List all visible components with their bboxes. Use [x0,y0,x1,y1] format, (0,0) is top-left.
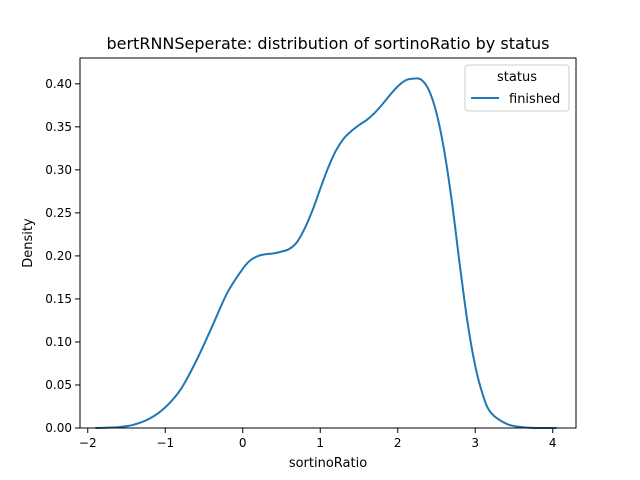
legend-label-finished: finished [509,92,560,107]
series-layer [95,77,557,430]
x-tick-label: 2 [394,436,402,450]
y-tick-label: 0.40 [45,77,72,91]
y-axis-label: Density [21,218,36,268]
y-tick-label: 0.10 [45,335,72,349]
x-tick-label: −1 [156,436,174,450]
ticks-layer: −2 −1 0 1 2 3 4 0.00 0.05 0.10 0.15 0.20 0.25 0.30 0.3… [45,77,556,450]
x-tick-label: 4 [549,436,557,450]
y-tick-label: 0.05 [45,378,72,392]
chart-title: bertRNNSeperate: distribution of sortino… [106,34,549,53]
x-tick-label: 1 [316,436,324,450]
x-tick-label: 0 [239,436,247,450]
legend: status finished [464,64,570,112]
y-tick-label: 0.30 [45,163,72,177]
x-axis-label: sortinoRatio [289,456,367,471]
y-tick-label: 0.00 [45,421,72,435]
series-line-finished [95,77,557,430]
x-tick-label: −2 [79,436,97,450]
y-tick-label: 0.20 [45,249,72,263]
y-tick-label: 0.35 [45,120,72,134]
plot-area [80,58,576,428]
y-tick-label: 0.15 [45,292,72,306]
legend-box [464,64,570,112]
legend-title: status [497,70,537,85]
y-tick-label: 0.25 [45,206,72,220]
plot-frame [79,57,577,429]
x-tick-label: 3 [471,436,479,450]
